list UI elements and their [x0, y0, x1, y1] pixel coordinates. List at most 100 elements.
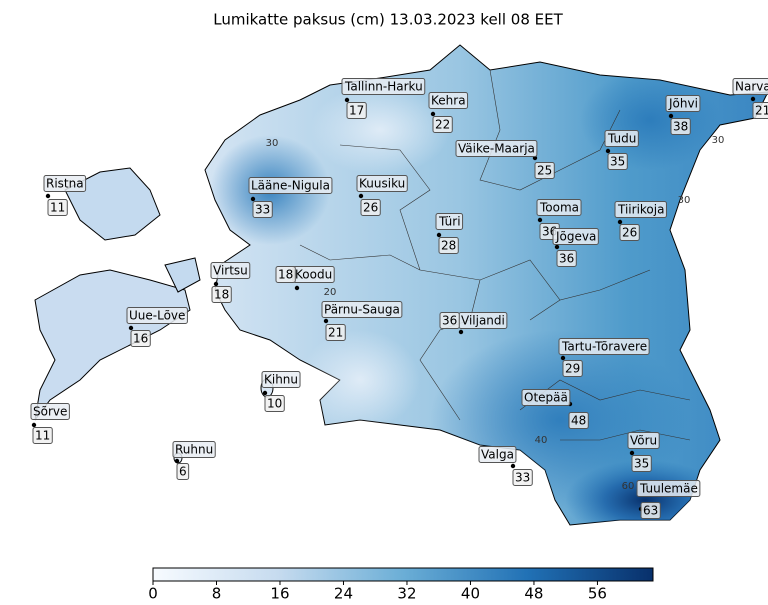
colorbar-tick-label: 16: [270, 585, 289, 603]
station-value-box: [556, 250, 577, 267]
station-name-box: [665, 95, 701, 112]
station-dot: [537, 217, 543, 223]
station: Türi 28: [435, 213, 464, 254]
station-value-box: [562, 360, 583, 377]
station-value-box: [32, 427, 53, 444]
station-value: 18: [278, 268, 293, 282]
station-value-box: [264, 395, 285, 412]
station-name: Türi: [438, 215, 461, 229]
station-name: Kihnu: [264, 373, 298, 387]
station-value: 21: [328, 326, 343, 340]
station-value: 6: [179, 465, 187, 479]
station-name: Tallinn-Harku: [344, 80, 423, 94]
station-name-box: [732, 78, 768, 95]
station: Sõrve 11: [30, 403, 70, 444]
station-value: 63: [643, 504, 658, 518]
station-value: 33: [515, 471, 530, 485]
station: Kehra 22: [428, 92, 469, 133]
colorbar-tick-label: 0: [148, 585, 158, 603]
station-dot: [128, 325, 134, 331]
station-value-box: [432, 116, 453, 133]
station-value: 11: [50, 201, 65, 215]
station-name-box: [261, 371, 301, 388]
station: Tudu 35: [604, 130, 639, 170]
map-title: Lumikatte paksus (cm) 13.03.2023 kell 08…: [213, 11, 563, 29]
contour-label: 60: [622, 481, 635, 492]
station: Narva 21: [732, 78, 768, 119]
station-value-box: [752, 102, 768, 119]
station: Tartu-Tõravere 29: [558, 338, 650, 377]
station-name-box: [248, 177, 333, 194]
station-dot: [262, 390, 268, 396]
station-value-box: [47, 199, 68, 216]
station-dot: [554, 244, 560, 250]
station-dot: [174, 458, 180, 464]
land: [34, 44, 768, 526]
contour-label: 40: [535, 435, 548, 446]
station: Virtsu 18: [210, 262, 251, 303]
station-name: Tiirikoja: [617, 203, 664, 217]
station-name-box: [321, 301, 403, 318]
station-value: 48: [571, 414, 586, 428]
station-name-box: [30, 403, 70, 420]
station-name: Ristna: [46, 177, 84, 191]
station-name: Virtsu: [213, 264, 248, 278]
station-value: 33: [255, 203, 270, 217]
station-name: Tartu-Tõravere: [561, 340, 647, 354]
station-value: 35: [610, 155, 625, 169]
station-value: 36: [442, 314, 457, 328]
station-value-box: [325, 324, 346, 341]
station-value: 10: [267, 397, 282, 411]
station-value: 35: [634, 457, 649, 471]
station-value-box: [607, 153, 628, 170]
station-value-box: [130, 330, 151, 347]
station-name-box: [126, 307, 188, 324]
station: Pärnu-Sauga 21: [321, 301, 403, 341]
station-value-box: [252, 201, 273, 218]
station: Jõhvi 38: [665, 95, 701, 135]
station-value: 38: [673, 120, 688, 134]
station-name-box: [43, 175, 87, 192]
station-value-box: [568, 412, 589, 429]
station: Ruhnu 6: [172, 441, 216, 480]
station-name: Lääne-Nigula: [251, 179, 330, 193]
contour-labels: 30 30 30 20 40 60: [266, 135, 725, 492]
station-value-box: [512, 469, 533, 486]
station-value-box: [631, 455, 652, 472]
station-dot: [605, 148, 611, 154]
contour-label: 20: [324, 287, 337, 298]
station: Tallinn-Harku 17: [341, 78, 426, 119]
station-name-box: [627, 432, 660, 449]
station-dot: [510, 463, 516, 469]
station-value-box: [619, 224, 640, 241]
station-name-box: [536, 199, 582, 216]
station-value: 17: [349, 104, 364, 118]
station: Lääne-Nigula 33: [248, 177, 333, 218]
station-name: Väike-Maarja: [458, 142, 535, 156]
station-name: Pärnu-Sauga: [324, 303, 400, 317]
station-name: Viljandi: [461, 314, 505, 328]
station: Uue-Lõve 16: [126, 307, 188, 347]
station-name-box: [210, 262, 251, 279]
station-name-box: [435, 213, 464, 230]
station-name-box: [604, 130, 639, 147]
colorbar-tick-label: 8: [212, 585, 222, 603]
colorbar-tick-label: 40: [461, 585, 480, 603]
station: Tuulemäe 63: [636, 480, 701, 519]
contour-label: 30: [266, 138, 279, 149]
station-dot: [250, 196, 256, 202]
station-name: Narva: [735, 80, 768, 94]
station-value-box: [211, 286, 232, 303]
station-dot: [629, 450, 635, 456]
station-dot: [560, 355, 566, 361]
colorbar-tick-label: 24: [334, 585, 353, 603]
station-name: Tudu: [607, 132, 636, 146]
station-name: Kuusiku: [359, 177, 405, 191]
station-name: Kehra: [431, 94, 466, 108]
station-dot: [344, 97, 350, 103]
station-value-box: [176, 463, 190, 480]
